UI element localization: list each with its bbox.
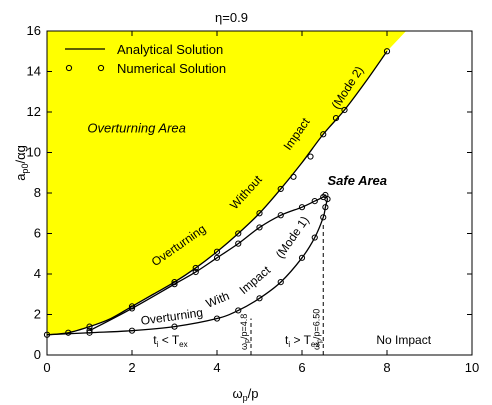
- numerical-point: [311, 198, 318, 205]
- numerical-point: [213, 315, 221, 322]
- threshold-lines: ωp/p=4.8 ωp/p=6.50: [239, 223, 324, 355]
- numerical-point: [128, 303, 136, 310]
- numerical-point: [86, 329, 93, 336]
- numerical-point: [171, 281, 178, 288]
- numerical-point: [332, 114, 340, 122]
- numerical-point: [383, 48, 391, 55]
- x-tick-label: 0: [43, 360, 50, 375]
- y-tick-label: 6: [34, 226, 41, 241]
- legend: Analytical Solution Numerical Solution: [65, 42, 226, 76]
- numerical-point: [213, 248, 221, 255]
- chart-title: η=0.9: [215, 10, 248, 25]
- x-axis-label: ωp/p: [232, 386, 258, 403]
- numerical-point: [65, 329, 72, 336]
- overturning-area-fill: [47, 31, 407, 335]
- y-tick-label: 0: [34, 347, 41, 362]
- numerical-point: [213, 254, 221, 261]
- numerical-point: [320, 131, 327, 138]
- analytical-curve-2: [47, 198, 329, 336]
- numerical-point: [320, 214, 327, 221]
- numerical-point: [128, 305, 136, 312]
- numerical-point: [86, 323, 93, 330]
- x-tick-label: 6: [298, 360, 305, 375]
- numerical-point: [307, 153, 314, 160]
- y-tick-label: 4: [34, 266, 41, 281]
- annotation-no-impact: No Impact: [376, 333, 431, 347]
- numerical-point: [290, 173, 297, 180]
- numerical-point: [235, 230, 242, 237]
- analytical-curve-0: [47, 50, 388, 336]
- x-tick-label: 4: [213, 360, 220, 375]
- axis-ticks: 0 2 4 6 8 10 0 2 4 6 8 10 12 14 16: [27, 23, 480, 375]
- legend-label-numerical: Numerical Solution: [117, 61, 226, 76]
- numerical-point: [256, 224, 263, 231]
- region-label-0: ti < Tex: [153, 333, 187, 349]
- y-tick-label: 12: [27, 104, 41, 119]
- region-label-1: ti > Tex: [285, 333, 319, 349]
- numerical-point: [322, 204, 329, 211]
- y-tick-label: 16: [27, 23, 41, 38]
- legend-marker-swatch: [65, 64, 73, 72]
- annotation-safe-area: Safe Area: [328, 173, 388, 188]
- numerical-point: [192, 268, 199, 276]
- numerical-point: [277, 279, 284, 286]
- legend-marker-swatch: [97, 64, 105, 72]
- numerical-point: [171, 323, 178, 330]
- numerical-point: [128, 327, 136, 334]
- annotation-overturning-area: Overturning Area: [87, 120, 186, 135]
- threshold-label-0: ωp/p=4.8: [239, 314, 251, 350]
- numerical-point: [277, 185, 284, 193]
- overturning-area-region: [47, 31, 407, 335]
- numerical-point: [86, 327, 93, 334]
- x-tick-label: 8: [383, 360, 390, 375]
- numerical-point: [311, 234, 318, 241]
- y-tick-label: 8: [34, 185, 41, 200]
- numerical-point: [192, 264, 199, 272]
- legend-label-analytical: Analytical Solution: [117, 42, 223, 57]
- y-tick-label: 10: [27, 145, 41, 160]
- y-tick-label: 2: [34, 307, 41, 322]
- numerical-point: [235, 307, 242, 314]
- numerical-point: [298, 204, 306, 211]
- numerical-point: [171, 279, 178, 286]
- x-tick-label: 2: [128, 360, 135, 375]
- threshold-label-1: ωp/p=6.50: [311, 309, 323, 350]
- numerical-point: [277, 212, 284, 219]
- numerical-point: [235, 240, 242, 247]
- y-axis-label: ap0/αg: [13, 145, 30, 181]
- numerical-point: [256, 295, 263, 302]
- numerical-point: [298, 254, 306, 261]
- y-tick-label: 14: [27, 64, 41, 79]
- numerical-point: [324, 195, 331, 203]
- numerical-point: [341, 106, 348, 114]
- numerical-point: [256, 210, 263, 217]
- x-tick-label: 10: [465, 360, 479, 375]
